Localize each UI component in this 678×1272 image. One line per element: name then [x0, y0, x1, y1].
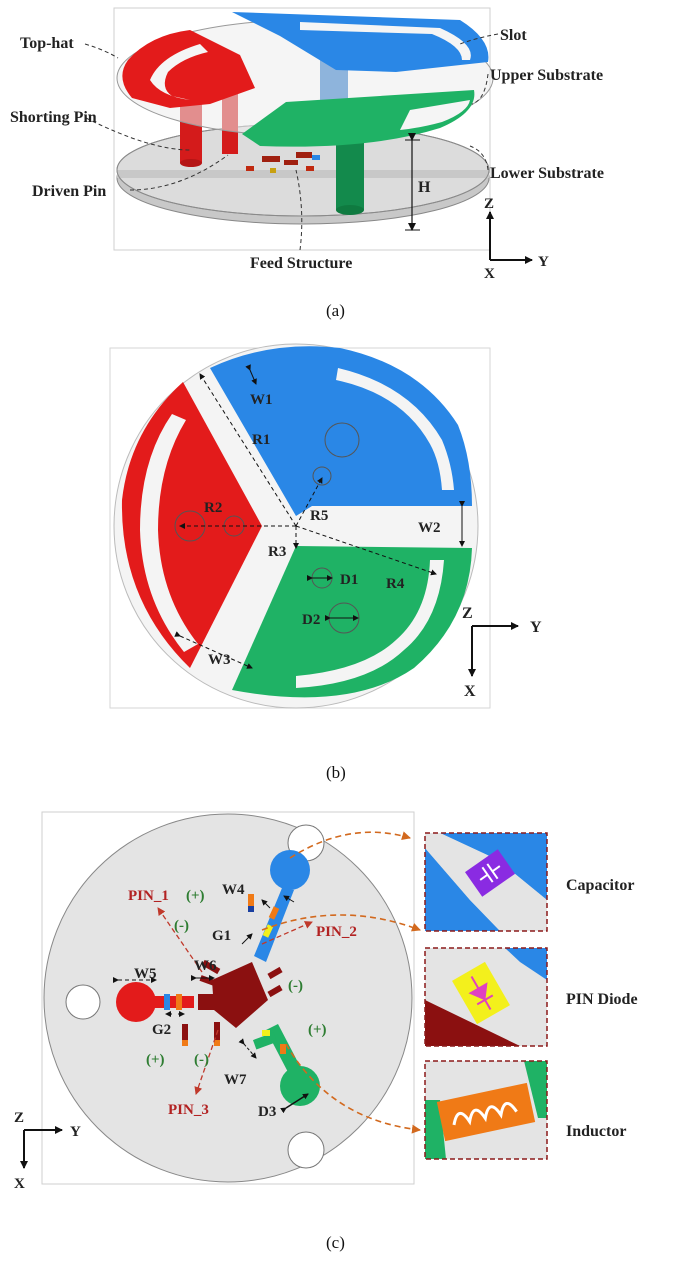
- plus-3-label: (+): [146, 1052, 165, 1068]
- w3-label: W3: [208, 652, 231, 668]
- inductor-inset: [424, 1060, 548, 1160]
- axes-b: Z Y X: [462, 605, 542, 700]
- caption-b: (b): [326, 763, 346, 782]
- axes-c: Z Y X: [14, 1110, 81, 1192]
- caption-c: (c): [326, 1233, 345, 1252]
- lower-substrate-label: Lower Substrate: [490, 165, 604, 182]
- feed-structure: [246, 152, 320, 173]
- axis-z-label: Z: [484, 196, 494, 212]
- green-sector: [242, 90, 475, 147]
- g1-label: G1: [212, 928, 231, 944]
- upper-substrate-label: Upper Substrate: [490, 67, 603, 84]
- h-label: H: [418, 179, 431, 196]
- axis-y-label: Y: [538, 254, 549, 270]
- w4-label: W4: [222, 882, 245, 898]
- hole-large-b: [324, 422, 360, 458]
- green-sector-b: [232, 546, 472, 698]
- axis-z-label-b: Z: [462, 605, 473, 622]
- axis-z-label-c: Z: [14, 1110, 24, 1126]
- driven-pin-label: Driven Pin: [32, 183, 106, 200]
- r1-label: R1: [252, 432, 270, 448]
- blue-sector-b: [210, 346, 472, 516]
- w1-label: W1: [250, 392, 273, 408]
- axis-y-label-b: Y: [530, 619, 542, 636]
- capacitor-inset: [424, 832, 548, 932]
- minus-2-label: (-): [288, 978, 303, 994]
- panel-a: H Top-hat Slot Upper Substrate Shorting …: [10, 7, 604, 320]
- r3-label: R3: [268, 544, 286, 560]
- pin-diode-label: PIN Diode: [566, 991, 638, 1008]
- slot-label: Slot: [500, 27, 527, 44]
- r4-label: R4: [386, 576, 405, 592]
- w5-label: W5: [134, 966, 157, 982]
- axis-x-label-c: X: [14, 1176, 25, 1192]
- axis-x-label: X: [484, 266, 495, 282]
- plus-2-label: (+): [308, 1022, 327, 1038]
- blue-sector: [232, 12, 489, 72]
- d1-label: D1: [340, 572, 358, 588]
- w6-label: W6: [194, 958, 217, 974]
- top-hat-label: Top-hat: [20, 35, 74, 52]
- d2-label: D2: [302, 612, 320, 628]
- r5-label: R5: [310, 508, 328, 524]
- plus-1-label: (+): [186, 888, 205, 904]
- panel-b: W1 R1 R2 R5 W2 R3 D1 R4 D2 W3 Z Y X (b): [109, 343, 542, 782]
- pin-2-label: PIN_2: [316, 924, 357, 940]
- slot: [300, 22, 471, 60]
- pin-1-label: PIN_1: [128, 888, 169, 904]
- g2-label: G2: [152, 1022, 171, 1038]
- pin-3-label: PIN_3: [168, 1102, 209, 1118]
- axes-a: Z Y X: [484, 196, 549, 282]
- minus-1-label: (-): [174, 918, 189, 934]
- d3-label: D3: [258, 1104, 276, 1120]
- feed-structure-label: Feed Structure: [250, 255, 352, 272]
- inductor-label: Inductor: [566, 1123, 626, 1140]
- feed-network: [116, 850, 320, 1106]
- minus-3-label: (-): [194, 1052, 209, 1068]
- capacitor-label: Capacitor: [566, 877, 634, 894]
- shorting-pin-label: Shorting Pin: [10, 109, 97, 126]
- top-hat: [122, 30, 255, 108]
- w2-label: W2: [418, 520, 441, 536]
- r2-label: R2: [204, 500, 222, 516]
- panel-c: PIN_1 (+) W4 PIN_2 (-) G1 W5 W6 (-) (+) …: [14, 811, 638, 1252]
- w7-label: W7: [224, 1072, 247, 1088]
- caption-a: (a): [326, 301, 345, 320]
- axis-x-label-b: X: [464, 683, 476, 700]
- pin-diode-inset: [424, 947, 548, 1047]
- axis-y-label-c: Y: [70, 1124, 81, 1140]
